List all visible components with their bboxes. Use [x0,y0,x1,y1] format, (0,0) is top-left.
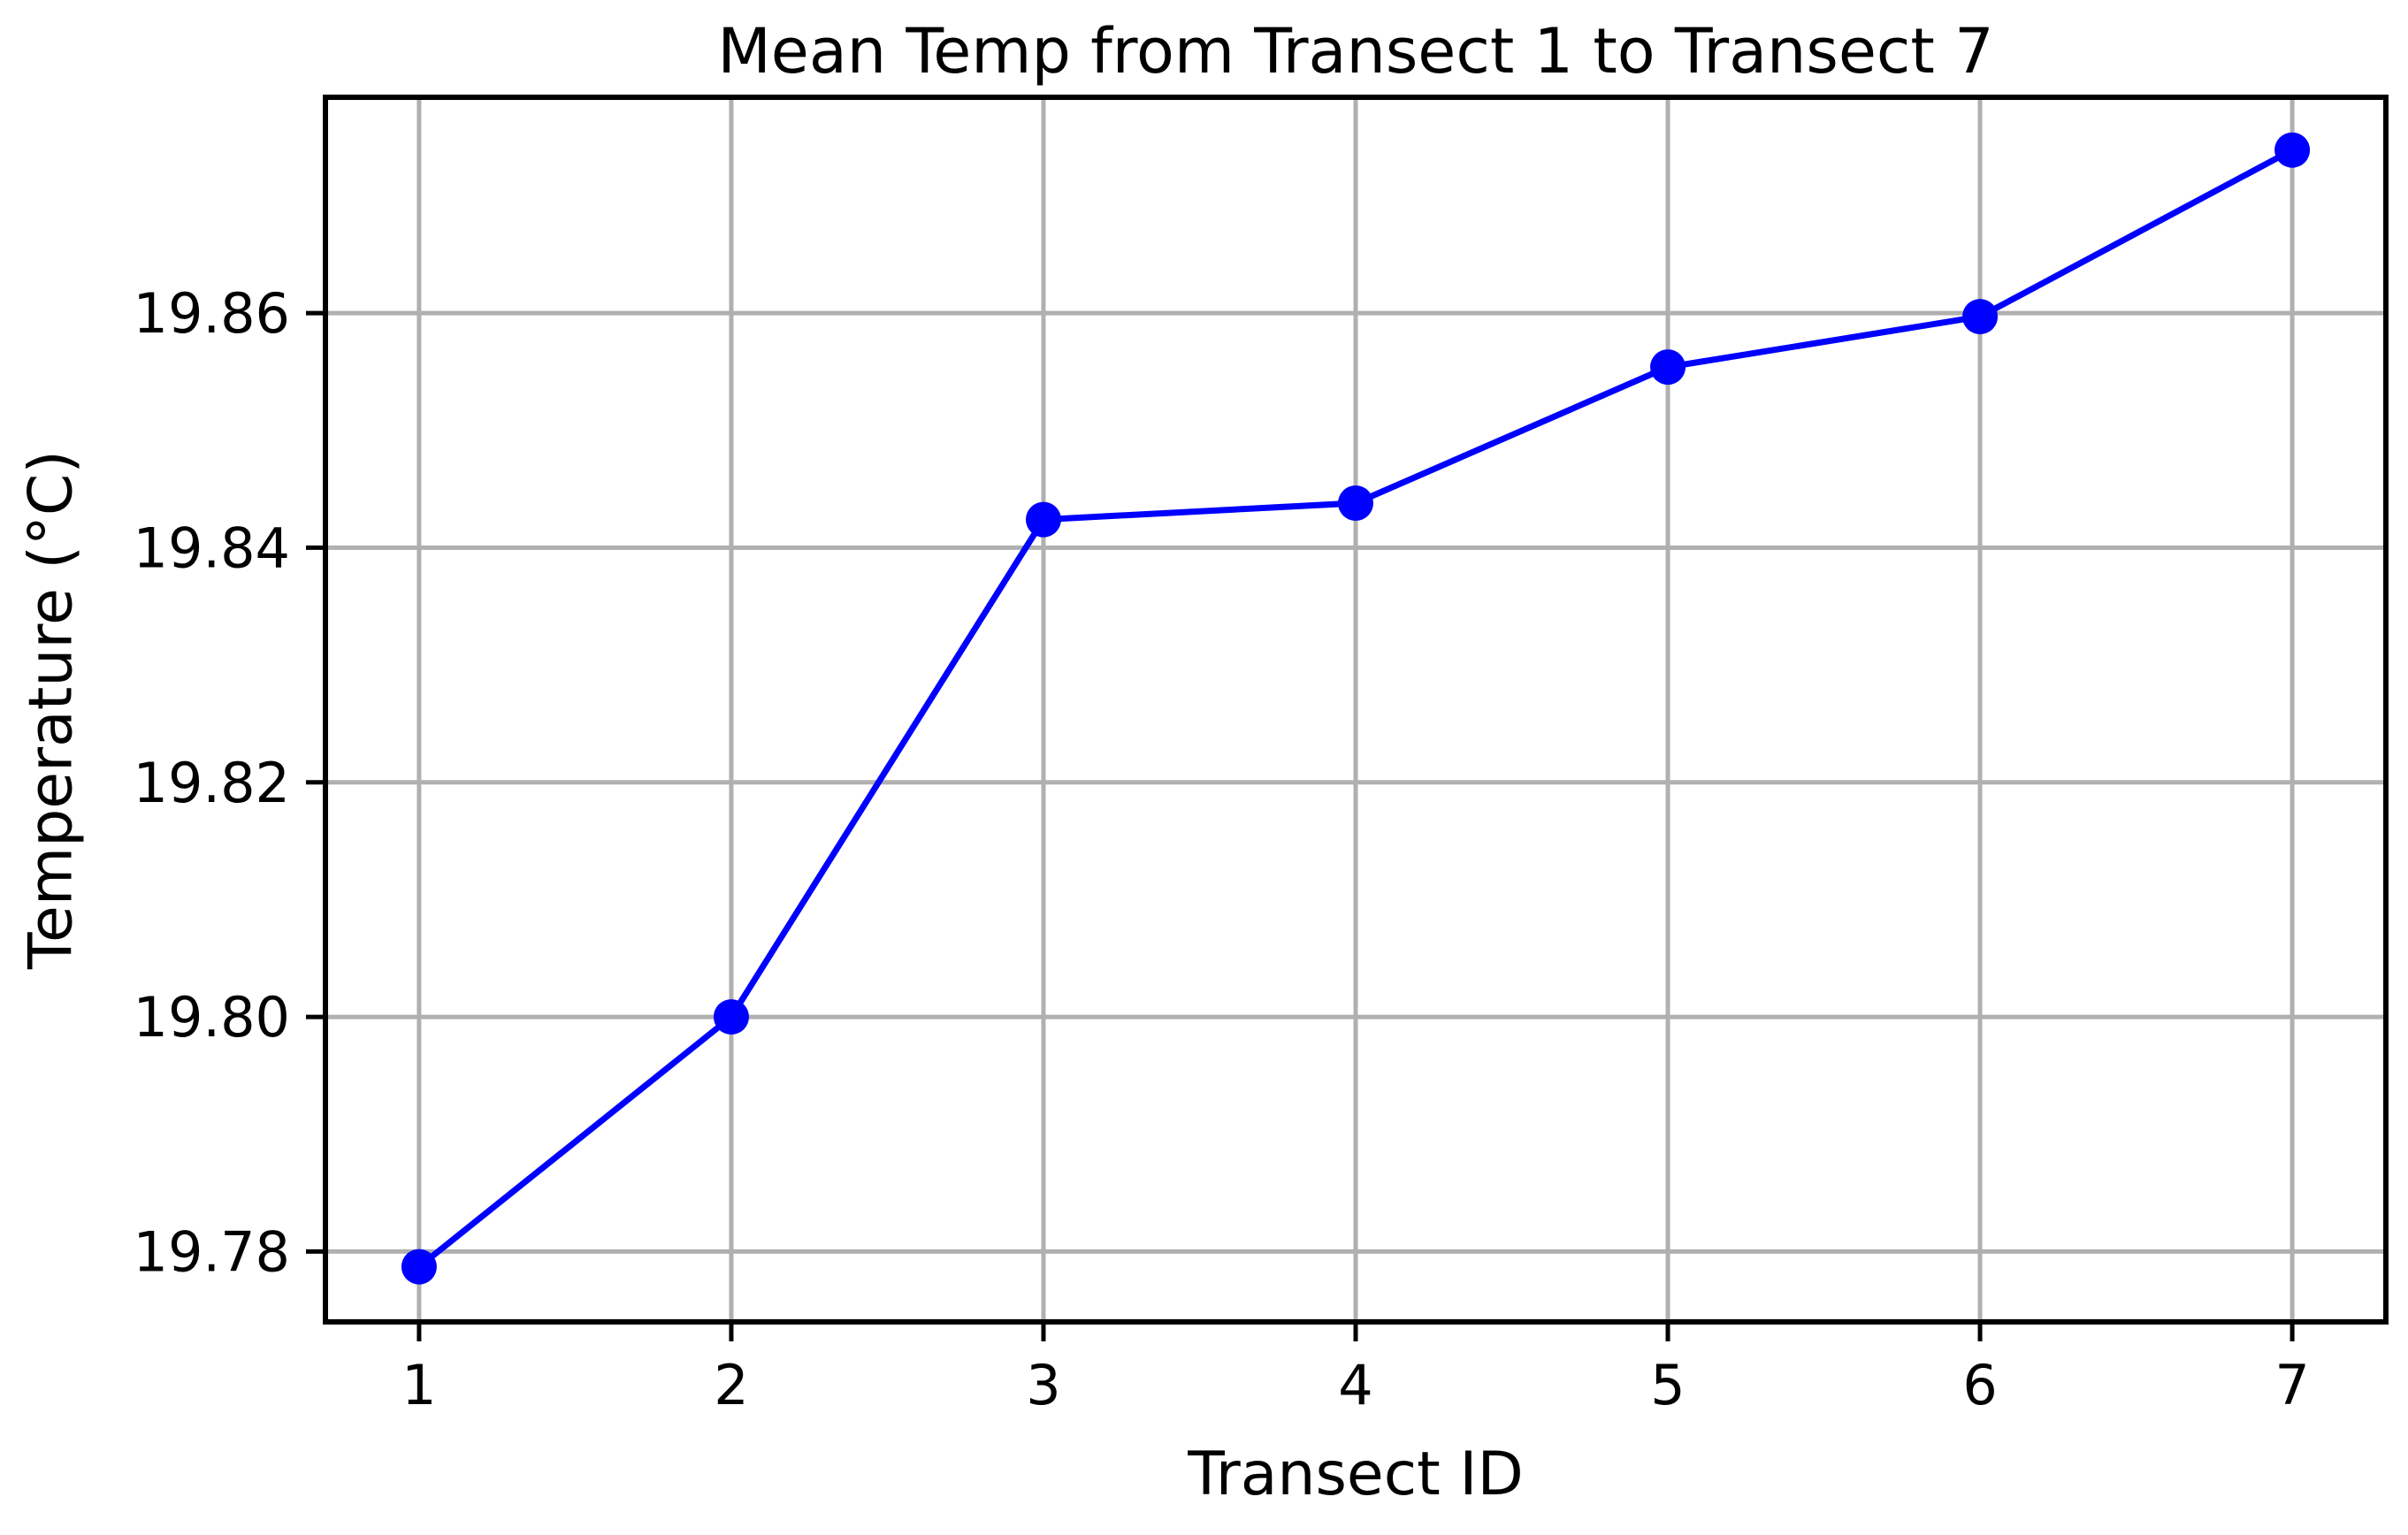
x-tick-label: 1 [401,1353,436,1417]
x-axis-title: Transect ID [1187,1440,1524,1509]
y-tick-label: 19.78 [134,1219,291,1284]
series-layer [401,132,2311,1285]
data-point-4 [1338,485,1373,522]
data-point-7 [2274,132,2311,168]
data-point-5 [1650,349,1686,386]
x-tick-label: 6 [1962,1353,1997,1417]
x-tick-label: 4 [1338,1353,1372,1417]
x-tick-label: 7 [2274,1353,2309,1417]
x-tick-label: 3 [1026,1353,1060,1417]
data-point-2 [713,999,749,1035]
data-point-1 [401,1249,437,1285]
y-tick-label: 19.82 [134,751,291,815]
y-tick-label: 19.80 [134,985,291,1050]
y-axis-title: Temperature (°C) [17,450,87,970]
chart-title: Mean Temp from Transect 1 to Transect 7 [717,15,1993,88]
y-tick-label: 19.84 [134,515,291,580]
data-point-3 [1025,501,1061,538]
y-tick-label: 19.86 [134,281,291,346]
grid [325,97,2386,1322]
x-tick-label: 5 [1650,1353,1685,1417]
x-tick-label: 2 [714,1353,748,1417]
ticks: 1 2 3 4 5 6 7 19.78 19.80 19.82 19.84 19.86 [134,281,2310,1417]
data-point-6 [1962,299,1999,335]
